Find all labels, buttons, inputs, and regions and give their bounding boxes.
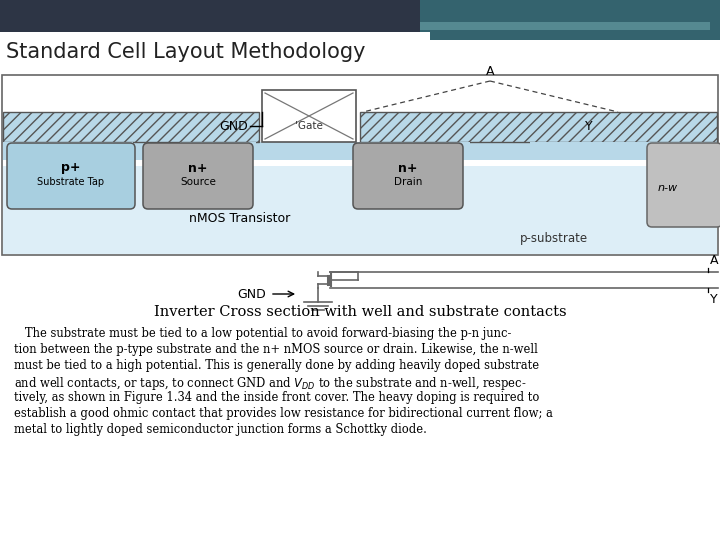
Text: establish a good ohmic contact that provides low resistance for bidirectional cu: establish a good ohmic contact that prov… [14, 407, 553, 420]
Text: tively, as shown in Figure 1.34 and the inside front cover. The heavy doping is : tively, as shown in Figure 1.34 and the … [14, 391, 539, 404]
Text: Y: Y [585, 119, 593, 132]
Text: GND: GND [238, 287, 266, 300]
Bar [180, 142, 256, 160]
Text: n-w: n-w [658, 183, 678, 193]
Bar [420, 0, 720, 40]
FancyBboxPatch shape [353, 143, 463, 209]
Text: and well contacts, or taps, to connect GND and $V_{DD}$ to the substrate and n-w: and well contacts, or taps, to connect G… [14, 375, 526, 392]
Text: 'Gate: 'Gate [295, 121, 323, 131]
Text: metal to lightly doped semiconductor junction forms a Schottky diode.: metal to lightly doped semiconductor jun… [14, 423, 427, 436]
Text: A: A [486, 65, 494, 78]
Text: The substrate must be tied to a low potential to avoid forward-biasing the p-n j: The substrate must be tied to a low pote… [14, 327, 511, 340]
Bar [262, 90, 356, 142]
Bar [3, 166, 717, 254]
Bar [3, 142, 717, 160]
Bar [3, 142, 133, 160]
Text: nMOS Transistor: nMOS Transistor [189, 212, 291, 225]
Text: Y: Y [710, 293, 718, 306]
Text: Substrate Tap: Substrate Tap [37, 177, 104, 187]
Bar [360, 112, 717, 142]
FancyBboxPatch shape [143, 143, 253, 209]
Bar [3, 112, 259, 142]
Bar [0, 72, 720, 540]
Text: n+: n+ [188, 161, 208, 174]
Text: n+: n+ [398, 161, 418, 174]
Text: must be tied to a high potential. This is generally done by adding heavily doped: must be tied to a high potential. This i… [14, 359, 539, 372]
Bar [420, 22, 710, 30]
Text: Standard Cell Layout Methodology: Standard Cell Layout Methodology [6, 42, 366, 62]
FancyBboxPatch shape [647, 143, 720, 227]
Bar [530, 142, 717, 160]
Text: tion between the p-type substrate and the n+ nMOS source or drain. Likewise, the: tion between the p-type substrate and th… [14, 343, 538, 356]
Bar [2, 75, 718, 255]
Text: p+: p+ [61, 161, 81, 174]
Text: p-substrate: p-substrate [520, 232, 588, 245]
Text: Source: Source [180, 177, 216, 187]
Text: GND: GND [220, 119, 248, 132]
Text: Inverter Cross section with well and substrate contacts: Inverter Cross section with well and sub… [153, 305, 567, 319]
FancyBboxPatch shape [7, 143, 135, 209]
Text: Drain: Drain [394, 177, 422, 187]
Bar [0, 0, 720, 40]
Text: A: A [710, 254, 719, 267]
Bar [360, 142, 470, 160]
Bar [0, 32, 430, 72]
